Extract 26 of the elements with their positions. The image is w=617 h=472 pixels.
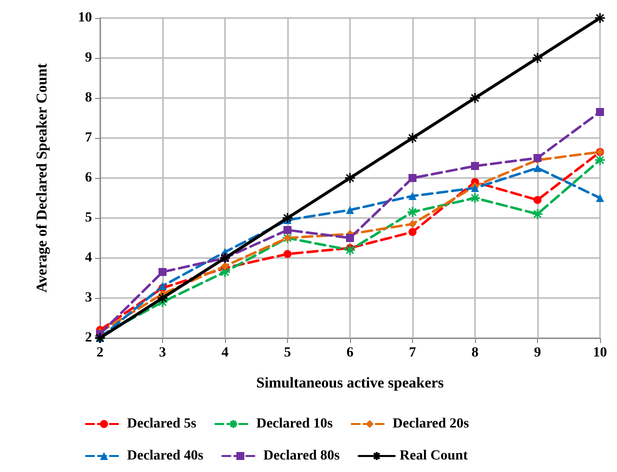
- legend-label: Declared 10s: [256, 416, 334, 432]
- legend-label: Declared 20s: [392, 416, 470, 432]
- x-tick-label: 4: [222, 346, 228, 360]
- y-tick-label: 10: [78, 10, 92, 26]
- legend-label: Declared 40s: [127, 448, 204, 464]
- y-tick-label: 5: [85, 210, 92, 226]
- y-tick-label: 8: [85, 90, 92, 106]
- x-tick-label: 10: [593, 346, 607, 360]
- y-tick-label: 3: [85, 290, 92, 306]
- y-tick-label: 6: [85, 170, 92, 186]
- x-tick-label: 2: [96, 346, 104, 360]
- legend-label: Real Count: [400, 448, 468, 464]
- legend-label: Declared 5s: [127, 416, 197, 432]
- y-tick-label: 4: [85, 250, 92, 266]
- x-axis-title: Simultaneous active speakers: [256, 376, 444, 392]
- x-tick-label: 5: [284, 346, 291, 360]
- x-tick-label: 3: [159, 346, 166, 360]
- x-tick-label: 6: [346, 346, 354, 360]
- y-axis-title: Average of Declared Speaker Count: [34, 63, 50, 293]
- y-tick-label: 7: [85, 130, 92, 146]
- x-tick-label: 7: [409, 346, 416, 360]
- x-tick-label: 9: [534, 346, 541, 360]
- x-tick-label: 8: [472, 346, 478, 360]
- legend-label: Declared 80s: [263, 448, 340, 464]
- y-tick-label: 9: [85, 50, 92, 66]
- y-tick-label: 2: [85, 330, 92, 346]
